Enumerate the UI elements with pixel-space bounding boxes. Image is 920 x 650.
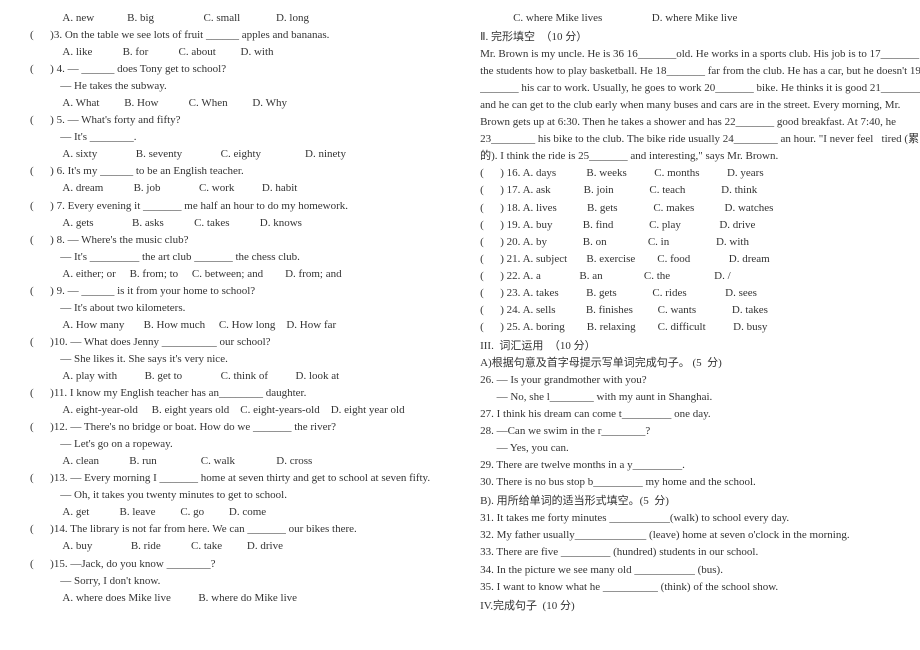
q15-stem: ( )15. —Jack, do you know ________?	[30, 556, 430, 573]
q9-stem: ( ) 9. — ______ is it from your home to …	[30, 283, 430, 300]
q10-options: A. play with B. get to C. think of D. lo…	[30, 368, 430, 385]
q8-options: A. either; or B. from; to C. between; an…	[30, 266, 430, 283]
b33: 33. There are five _________ (hundred) s…	[480, 544, 920, 561]
opt-24: ( ) 24. A. sells B. finishes C. wants D.…	[480, 302, 920, 319]
cloze-p3: _______ his car to work. Usually, he goe…	[480, 80, 920, 97]
opt-23: ( ) 23. A. takes B. gets C. rides D. see…	[480, 285, 920, 302]
opt-17: ( ) 17. A. ask B. join C. teach D. think	[480, 182, 920, 199]
q5-dialogue: — It's ________.	[30, 129, 430, 146]
q12-dialogue: — Let's go on a ropeway.	[30, 436, 430, 453]
q10-dialogue: — She likes it. She says it's very nice.	[30, 351, 430, 368]
q6-options: A. dream B. job C. work D. habit	[30, 180, 430, 197]
cloze-p7: 的). I think the ride is 25_______ and in…	[480, 148, 920, 165]
a26: 26. — Is your grandmother with you?	[480, 372, 920, 389]
q8-stem: ( ) 8. — Where's the music club?	[30, 232, 430, 249]
q3-stem: ( )3. On the table we see lots of fruit …	[30, 27, 430, 44]
a26b: — No, she l________ with my aunt in Shan…	[480, 389, 920, 406]
right-column: C. where Mike lives D. where Mike live Ⅱ…	[480, 10, 920, 615]
cloze-p1: Mr. Brown is my uncle. He is 36 16______…	[480, 46, 920, 63]
q14-stem: ( )14. The library is not far from here.…	[30, 521, 430, 538]
q9-dialogue: — It's about two kilometers.	[30, 300, 430, 317]
section-3b-title: B). 用所给单词的适当形式填空。(5 分)	[480, 493, 920, 510]
cloze-p6: 23________ his bike to the club. The bik…	[480, 131, 920, 148]
q13-options: A. get B. leave C. go D. come	[30, 504, 430, 521]
q4-dialogue: — He takes the subway.	[30, 78, 430, 95]
a27: 27. I think his dream can come t________…	[480, 406, 920, 423]
a29: 29. There are twelve months in a y______…	[480, 457, 920, 474]
b31: 31. It takes me forty minutes __________…	[480, 510, 920, 527]
q4-options: A. What B. How C. When D. Why	[30, 95, 430, 112]
opt-16: ( ) 16. A. days B. weeks C. months D. ye…	[480, 165, 920, 182]
a28b: — Yes, you can.	[480, 440, 920, 457]
left-column: A. new B. big C. small D. long ( )3. On …	[30, 10, 430, 615]
q13-dialogue: — Oh, it takes you twenty minutes to get…	[30, 487, 430, 504]
q7-options: A. gets B. asks C. takes D. knows	[30, 215, 430, 232]
q6-stem: ( ) 6. It's my ______ to be an English t…	[30, 163, 430, 180]
cloze-p5: Brown gets up at 6:30. Then he takes a s…	[480, 114, 920, 131]
q7-stem: ( ) 7. Every evening it _______ me half …	[30, 198, 430, 215]
b35: 35. I want to know what he __________ (t…	[480, 579, 920, 596]
q14-options: A. buy B. ride C. take D. drive	[30, 538, 430, 555]
section-3a-title: A)根据句意及首字母提示写单词完成句子。 (5 分)	[480, 355, 920, 372]
q3-options: A. like B. for C. about D. with	[30, 44, 430, 61]
q15-dialogue: — Sorry, I don't know.	[30, 573, 430, 590]
cloze-p4: and he can get to the club early when ma…	[480, 97, 920, 114]
q13-stem: ( )13. — Every morning I _______ home at…	[30, 470, 430, 487]
opt-18: ( ) 18. A. lives B. gets C. makes D. wat…	[480, 200, 920, 217]
q10-stem: ( )10. — What does Jenny __________ our …	[30, 334, 430, 351]
q12-options: A. clean B. run C. walk D. cross	[30, 453, 430, 470]
cloze-p2: the students how to play basketball. He …	[480, 63, 920, 80]
b34: 34. In the picture we see many old _____…	[480, 562, 920, 579]
opt-19: ( ) 19. A. buy B. find C. play D. drive	[480, 217, 920, 234]
q15-options-cd: C. where Mike lives D. where Mike live	[480, 10, 920, 27]
section-4-title: IV.完成句子 (10 分)	[480, 598, 920, 615]
b32: 32. My father usually_____________ (leav…	[480, 527, 920, 544]
q12-stem: ( )12. — There's no bridge or boat. How …	[30, 419, 430, 436]
q8-dialogue: — It's _________ the art club _______ th…	[30, 249, 430, 266]
opt-20: ( ) 20. A. by B. on C. in D. with	[480, 234, 920, 251]
a28: 28. —Can we swim in the r________?	[480, 423, 920, 440]
q2-options: A. new B. big C. small D. long	[30, 10, 430, 27]
opt-22: ( ) 22. A. a B. an C. the D. /	[480, 268, 920, 285]
section-2-title: Ⅱ. 完形填空 （10 分）	[480, 29, 920, 46]
worksheet-page: A. new B. big C. small D. long ( )3. On …	[0, 0, 920, 625]
q5-options: A. sixty B. seventy C. eighty D. ninety	[30, 146, 430, 163]
opt-21: ( ) 21. A. subject B. exercise C. food D…	[480, 251, 920, 268]
q4-stem: ( ) 4. — ______ does Tony get to school?	[30, 61, 430, 78]
q9-options: A. How many B. How much C. How long D. H…	[30, 317, 430, 334]
q5-stem: ( ) 5. — What's forty and fifty?	[30, 112, 430, 129]
opt-25: ( ) 25. A. boring B. relaxing C. difficu…	[480, 319, 920, 336]
section-3-title: III. 词汇运用 （10 分）	[480, 338, 920, 355]
q11-stem: ( )11. I know my English teacher has an_…	[30, 385, 430, 402]
q11-options: A. eight-year-old B. eight years old C. …	[30, 402, 430, 419]
q15-options-ab: A. where does Mike live B. where do Mike…	[30, 590, 430, 607]
a30: 30. There is no bus stop b_________ my h…	[480, 474, 920, 491]
